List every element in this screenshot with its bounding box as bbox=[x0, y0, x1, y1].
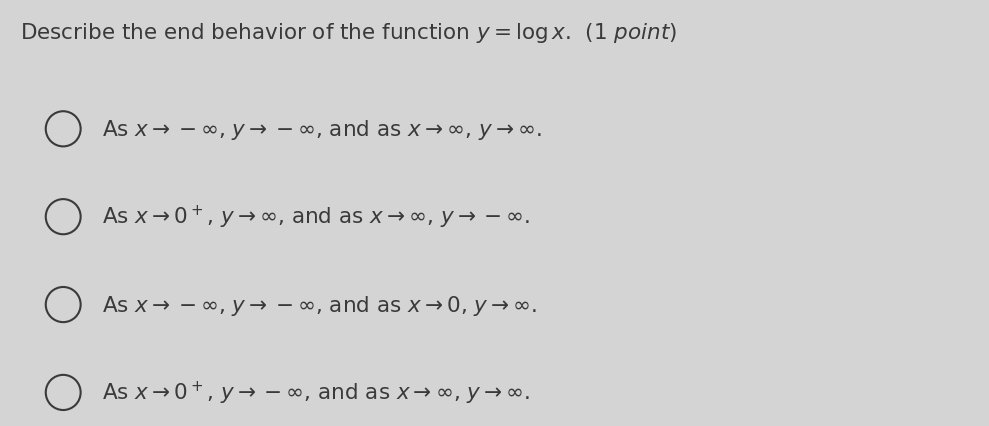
Text: As $x \to 0^+$, $y \to -\infty$, and as $x \to \infty$, $y \to \infty$.: As $x \to 0^+$, $y \to -\infty$, and as … bbox=[102, 379, 530, 406]
Text: As $x \to 0^+$, $y \to \infty$, and as $x \to \infty$, $y \to -\infty$.: As $x \to 0^+$, $y \to \infty$, and as $… bbox=[102, 204, 530, 231]
Text: Describe the end behavior of the function $y = \log x$.  $\mathit{(1\ point)}$: Describe the end behavior of the functio… bbox=[20, 21, 676, 45]
Text: As $x \to -\infty$, $y \to -\infty$, and as $x \to 0$, $y \to \infty$.: As $x \to -\infty$, $y \to -\infty$, and… bbox=[102, 293, 537, 317]
Text: As $x \to -\infty$, $y \to -\infty$, and as $x \to \infty$, $y \to \infty$.: As $x \to -\infty$, $y \to -\infty$, and… bbox=[102, 118, 542, 141]
